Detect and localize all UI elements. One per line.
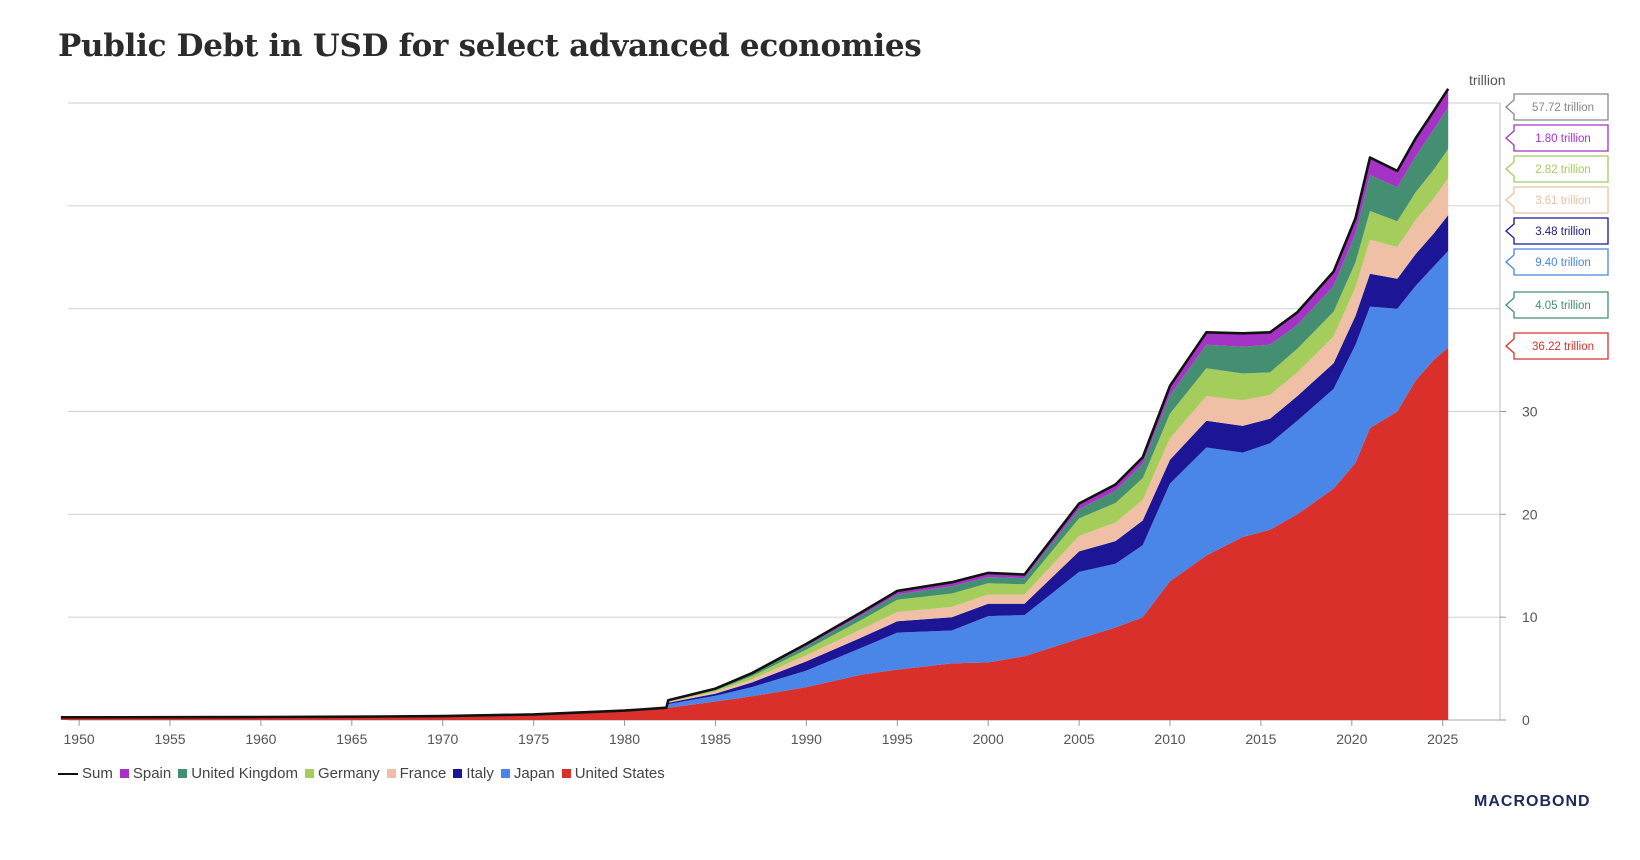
chart-legend: Sum Spain United Kingdom Germany France Italy…	[58, 765, 672, 782]
y-tick-label: 30	[1522, 404, 1538, 420]
sum-line	[60, 88, 1450, 719]
legend-label: Italy	[466, 765, 494, 782]
legend-label: Spain	[132, 765, 172, 782]
callout-box	[1505, 124, 1609, 152]
stacked-areas	[60, 88, 1449, 720]
legend-item: United States	[561, 765, 665, 782]
x-tick-label: 1960	[245, 731, 276, 747]
value-callouts: 57.72 trillion 1.80 trillion 2.82 trillion…	[1505, 93, 1609, 360]
sum-line-group	[60, 88, 1450, 719]
callout-label: 9.40 trillion	[1535, 257, 1591, 269]
y-tick-label: 10	[1522, 609, 1538, 625]
callout-label: 57.72 trillion	[1532, 102, 1594, 114]
legend-item: Spain	[119, 765, 172, 782]
x-tick-label: 1985	[700, 731, 731, 747]
x-tick-label: 1980	[609, 731, 640, 747]
x-tick-label: 1955	[154, 731, 185, 747]
legend-item: Sum	[58, 765, 113, 782]
callout-box	[1505, 217, 1609, 245]
legend-swatch	[561, 769, 571, 778]
x-tick-label: 2000	[973, 731, 1004, 747]
area-france	[60, 178, 1449, 718]
callout-label: 3.48 trillion	[1535, 226, 1591, 238]
callout-box	[1505, 291, 1609, 319]
callout-label: 36.22 trillion	[1532, 341, 1594, 353]
legend-swatch	[304, 769, 314, 778]
legend-swatch	[58, 772, 78, 775]
legend-label: Japan	[513, 765, 555, 782]
y-tick-label: 20	[1522, 506, 1538, 522]
x-tick-label: 2010	[1154, 731, 1185, 747]
callout-box	[1505, 155, 1609, 183]
area-germany	[60, 149, 1449, 718]
x-tick-label: 1970	[427, 731, 458, 747]
chart-title: Public Debt in USD for select advanced e…	[58, 28, 922, 64]
x-tick-label: 1975	[518, 731, 549, 747]
legend-swatch	[386, 769, 396, 778]
legend-item: Japan	[500, 765, 555, 782]
legend-item: Germany	[304, 765, 380, 782]
x-tick-label: 1950	[64, 731, 95, 747]
x-tick-label: 1965	[336, 731, 367, 747]
macrobond-logo: MACROBOND	[1474, 793, 1591, 810]
legend-item: Italy	[453, 765, 494, 782]
axes: 0 10 20 30 trillion 1950 1955 1960 1965 1970 1975 1…	[64, 72, 1538, 747]
legend-label: Sum	[82, 765, 113, 782]
x-tick-label: 1990	[791, 731, 822, 747]
x-tick-label: 2005	[1064, 731, 1095, 747]
x-tick-label: 2020	[1336, 731, 1367, 747]
y-tick-label: 0	[1522, 712, 1530, 728]
y-unit-label: trillion	[1469, 72, 1506, 88]
x-tick-label: 1995	[882, 731, 913, 747]
x-tick-label: 2015	[1245, 731, 1276, 747]
legend-swatch	[119, 769, 129, 778]
area-united-kingdom	[60, 107, 1449, 718]
legend-swatch	[178, 769, 188, 778]
callout-box	[1505, 93, 1609, 121]
legend-swatch	[453, 769, 463, 778]
callout-label: 2.82 trillion	[1535, 164, 1591, 176]
x-tick-label: 2025	[1427, 731, 1458, 747]
callout-box	[1505, 248, 1609, 276]
callout-label: 4.05 trillion	[1535, 300, 1591, 312]
area-italy	[60, 215, 1449, 718]
legend-label: United States	[574, 765, 665, 782]
callout-label: 3.61 trillion	[1535, 195, 1591, 207]
callout-label: 1.80 trillion	[1535, 133, 1591, 145]
area-united-states	[60, 347, 1449, 720]
legend-item: United Kingdom	[178, 765, 298, 782]
legend-swatch	[500, 769, 510, 778]
callout-box	[1505, 332, 1609, 360]
legend-label: United Kingdom	[191, 765, 298, 782]
legend-label: Germany	[317, 765, 380, 782]
legend-item: France	[386, 765, 447, 782]
callout-box	[1505, 186, 1609, 214]
legend-label: France	[399, 765, 447, 782]
area-japan	[60, 250, 1449, 718]
